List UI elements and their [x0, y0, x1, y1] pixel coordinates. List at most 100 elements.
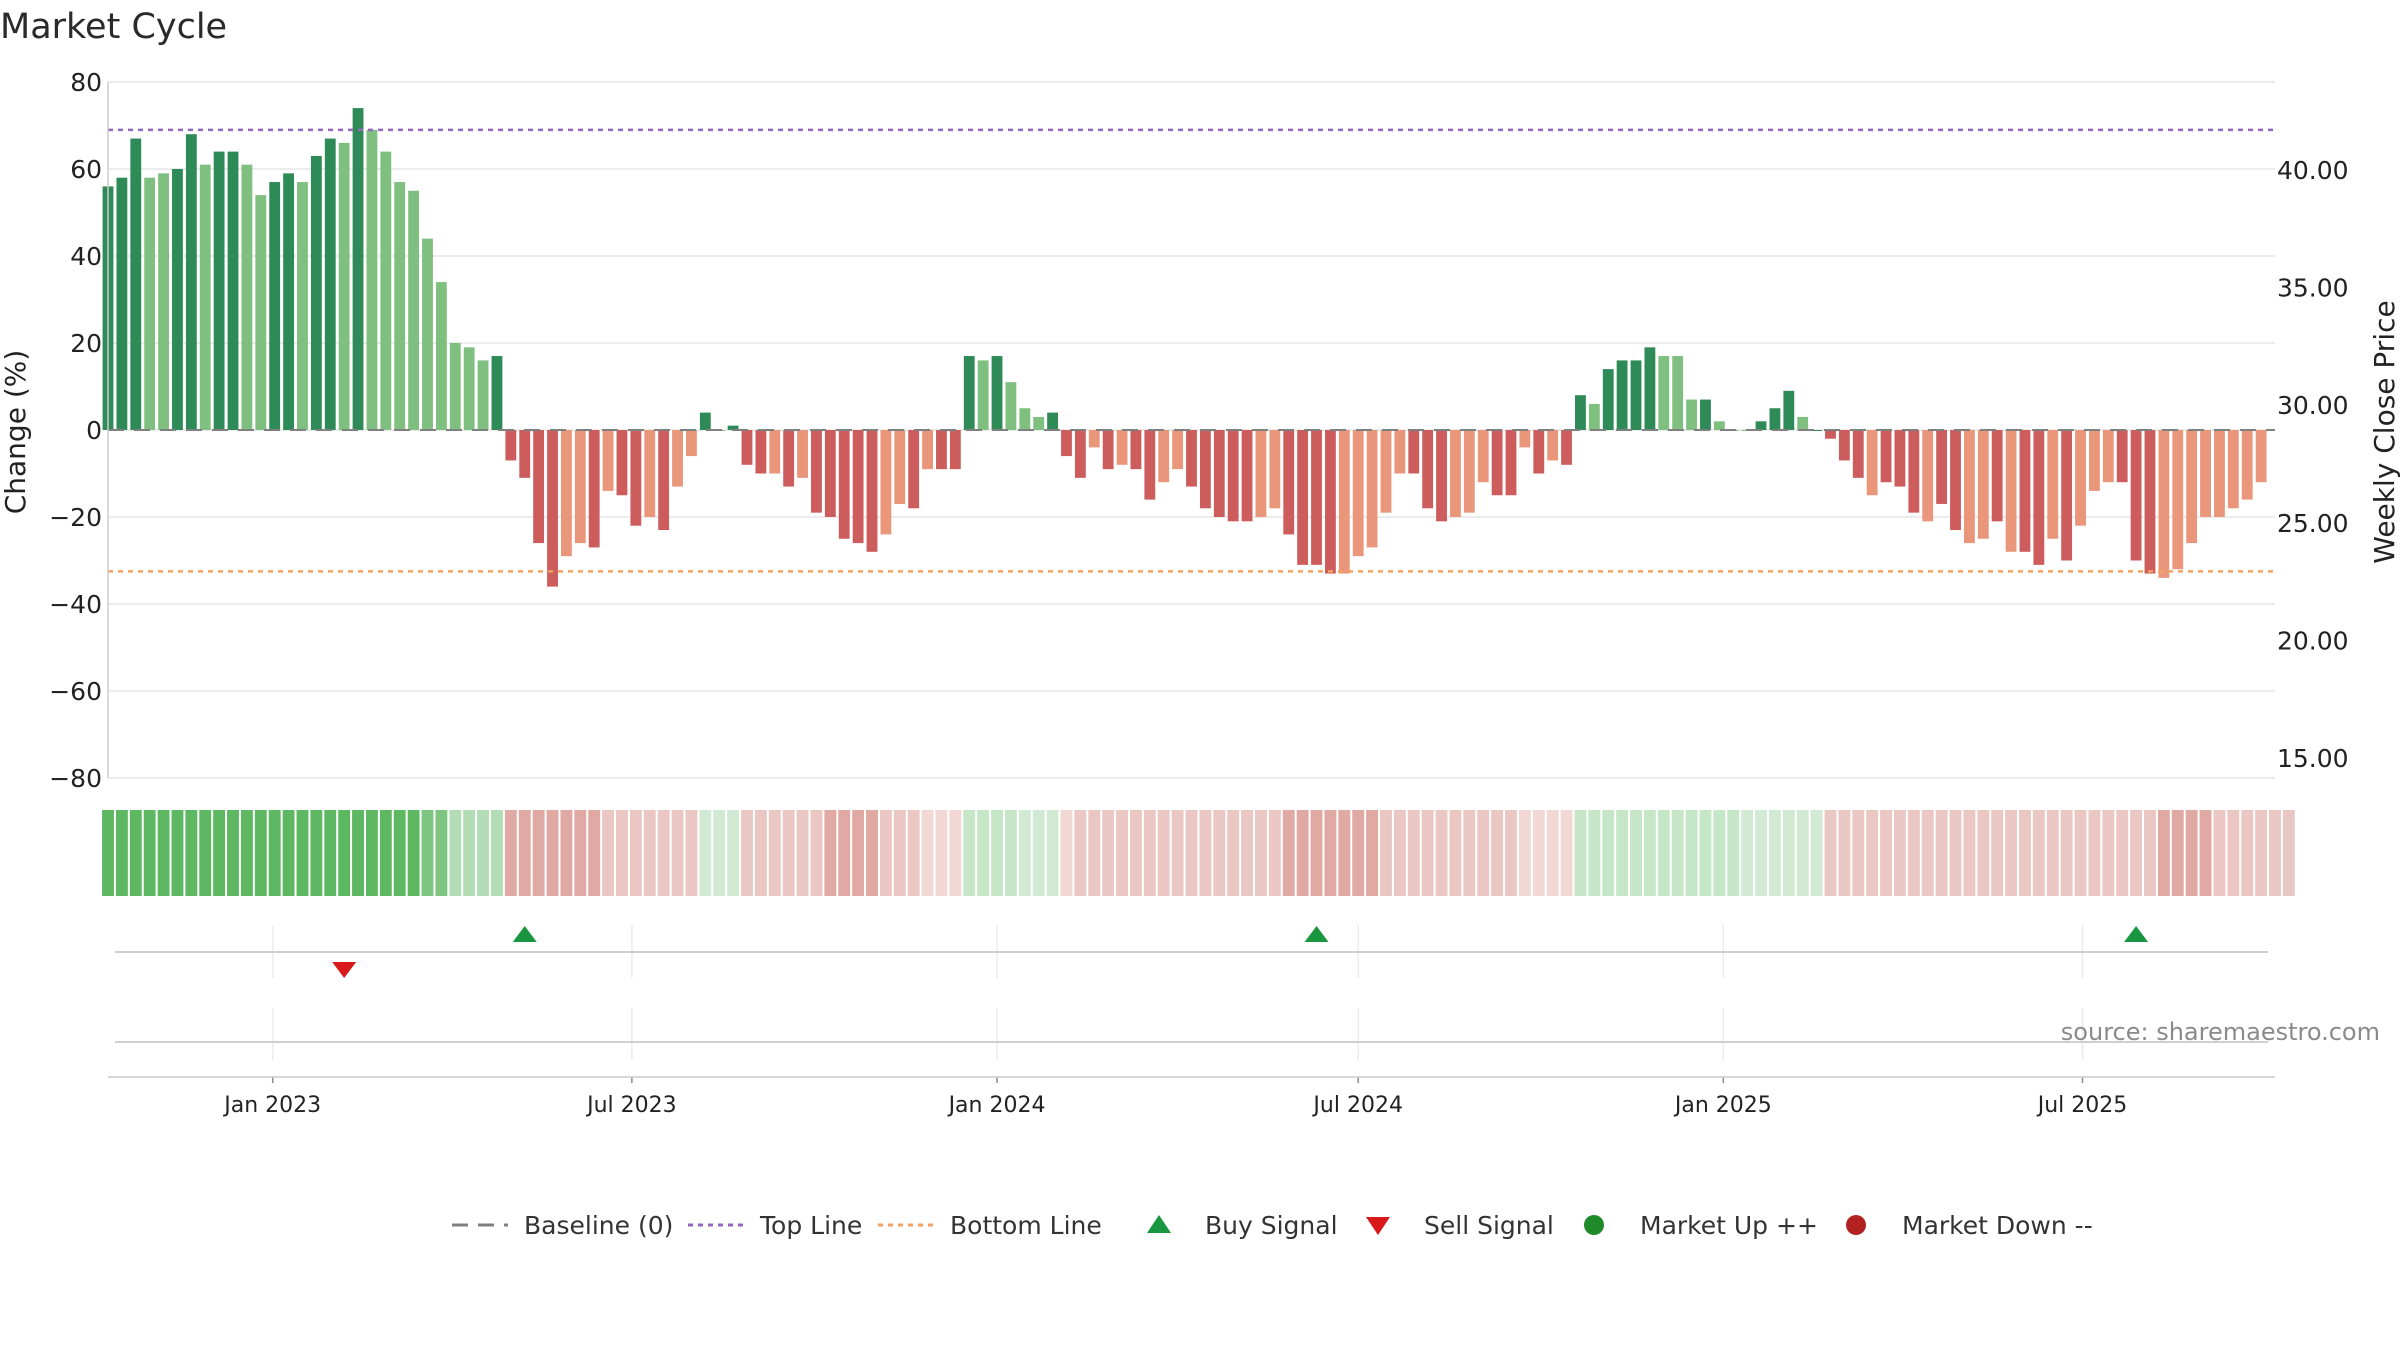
change-bar [1575, 395, 1586, 430]
regime-cell [1518, 810, 1531, 896]
sell-signal-marker [332, 962, 357, 978]
change-bar [991, 356, 1003, 430]
change-bar [880, 430, 892, 535]
regime-cell [907, 810, 920, 896]
regime-cell [1657, 810, 1670, 896]
regime-cell [671, 810, 684, 896]
change-bar [2116, 430, 2128, 483]
change-bar [449, 343, 461, 430]
regime-cell [1352, 810, 1365, 896]
reference-lines [108, 128, 2275, 573]
regime-cell [435, 810, 448, 896]
change-bar [1922, 430, 1934, 522]
regime-cell [643, 810, 656, 896]
left-tick-label: −60 [49, 677, 102, 706]
change-bar [699, 412, 711, 430]
buy-signal-marker [512, 926, 537, 942]
regime-cell [713, 810, 726, 896]
change-bar [1797, 416, 1809, 430]
change-bar [116, 177, 128, 430]
change-bar [1324, 430, 1336, 574]
regime-cell [1880, 810, 1892, 896]
change-bar [505, 430, 517, 461]
regime-cell [1213, 810, 1226, 896]
change-bar [1977, 430, 1989, 539]
change-bar [574, 430, 586, 544]
change-bar [922, 430, 933, 470]
change-bar [310, 155, 322, 430]
change-bar [1825, 430, 1836, 439]
regime-cell [365, 810, 378, 896]
regime-cell [754, 810, 767, 896]
regime-cell [1463, 810, 1476, 896]
regime-cell [1643, 810, 1656, 896]
change-bar [1450, 430, 1461, 517]
change-bar [1658, 356, 1670, 430]
change-bar [1880, 430, 1892, 483]
change-bar [1074, 430, 1086, 478]
change-bar [2102, 430, 2114, 483]
regime-cell [963, 810, 976, 896]
regime-cell [102, 810, 114, 896]
change-bar [352, 108, 364, 430]
change-bar [435, 282, 447, 430]
change-bar [1936, 430, 1948, 504]
change-bar [658, 430, 670, 531]
regime-cell [199, 810, 212, 896]
legend-label: Sell Signal [1424, 1211, 1554, 1240]
regime-cell [1810, 810, 1823, 896]
regime-cell [629, 810, 642, 896]
regime-cell [1491, 810, 1504, 896]
left-tick-label: −80 [49, 764, 102, 793]
change-bar [394, 182, 406, 430]
regime-cell [2102, 810, 2115, 896]
regime-cell [2060, 810, 2073, 896]
regime-cell [449, 810, 462, 896]
regime-cell [213, 810, 226, 896]
change-bar [547, 430, 558, 587]
change-bar [755, 430, 767, 474]
regime-cell [2282, 810, 2295, 896]
change-bar [1172, 430, 1184, 470]
change-bar [422, 238, 433, 430]
regime-cell [171, 810, 184, 896]
regime-cell [2005, 810, 2018, 896]
regime-cell [1546, 810, 1559, 896]
change-bar [2088, 430, 2100, 491]
regime-cell [254, 810, 267, 896]
regime-cell [518, 810, 531, 896]
change-bar [1283, 430, 1295, 535]
regime-cell [1630, 810, 1642, 896]
change-bar [1005, 382, 1017, 430]
change-bar [1783, 390, 1795, 430]
change-bar [491, 356, 503, 430]
change-bar [324, 138, 336, 431]
change-bar [172, 169, 183, 430]
regime-cell [1143, 810, 1156, 896]
regime-cell [574, 810, 587, 896]
right-y-axis: 40.00 35.00 30.00 25.00 20.00 15.00 [2277, 156, 2349, 773]
regime-cell [838, 810, 851, 896]
regime-cell [532, 810, 545, 896]
regime-cell [602, 810, 615, 896]
legend-item: Buy Signal [1147, 1211, 1338, 1240]
change-bar [1116, 430, 1128, 465]
regime-cell [2116, 810, 2129, 896]
regime-cell [727, 810, 740, 896]
right-tick-label: 30.00 [2277, 391, 2349, 420]
regime-cell [560, 810, 573, 896]
change-bar [1394, 430, 1406, 474]
regime-cell [1685, 810, 1698, 896]
change-bar [866, 430, 878, 552]
regime-cell [1532, 810, 1545, 896]
change-bar [144, 177, 156, 430]
regime-cell [1393, 810, 1406, 896]
change-bar [408, 190, 420, 430]
legend-label: Market Up ++ [1640, 1211, 1818, 1240]
change-bar [1519, 430, 1531, 448]
regime-cell [504, 810, 517, 896]
regime-cell [1310, 810, 1323, 896]
regime-cell [2074, 810, 2087, 896]
change-bars [102, 108, 2267, 587]
change-bar [227, 151, 239, 430]
